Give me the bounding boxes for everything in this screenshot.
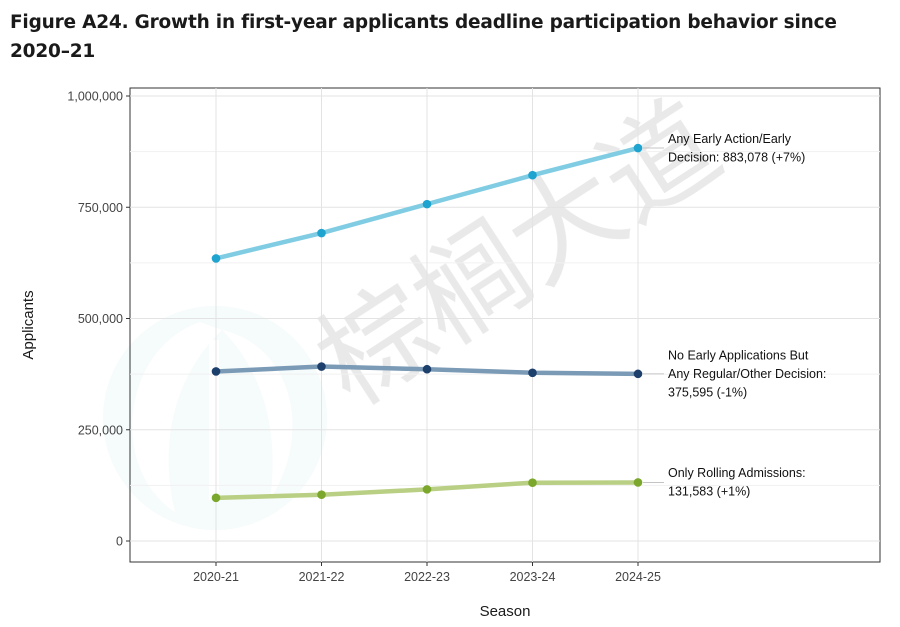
series-label-line: Decision: 883,078 (+7%) <box>668 150 805 164</box>
data-point <box>422 364 432 374</box>
series-3 <box>211 478 643 503</box>
series-label-line: 131,583 (+1%) <box>668 485 750 499</box>
y-tick-label: 1,000,000 <box>67 90 123 104</box>
series-label-line: No Early Applications But <box>668 348 809 362</box>
data-point <box>211 493 221 503</box>
watermark: 棕榈大道 <box>103 78 742 530</box>
x-tick-label: 2023-24 <box>510 570 556 584</box>
x-axis-title: Season <box>480 603 531 620</box>
data-point <box>422 199 432 209</box>
data-point <box>211 254 221 263</box>
x-tick-label: 2022-23 <box>404 570 450 584</box>
data-point <box>317 362 326 371</box>
series-label: No Early Applications But Any Regular/Oth… <box>668 348 826 399</box>
plot-panel <box>129 87 881 563</box>
series-label-line: Only Rolling Admissions: <box>668 466 806 480</box>
data-point <box>633 478 643 487</box>
y-tick-label: 0 <box>116 535 123 549</box>
y-axis-title: Applicants <box>20 290 37 359</box>
data-point <box>528 478 537 488</box>
palm-leaf-logo-icon <box>103 306 327 530</box>
y-axis: 0 250,000 500,000 750,000 1,000,000 <box>67 90 130 549</box>
data-point <box>528 170 537 180</box>
series-layer <box>211 143 643 503</box>
series-2 <box>211 362 643 379</box>
data-point <box>633 369 643 379</box>
data-point <box>317 490 326 500</box>
data-point <box>422 485 432 494</box>
series-label-line: Any Regular/Other Decision: <box>668 367 826 381</box>
series-label: Only Rolling Admissions: 131,583 (+1%) <box>668 466 806 499</box>
series-1 <box>211 143 643 263</box>
series-label-line: Any Early Action/Early <box>668 132 792 146</box>
data-point <box>528 368 537 378</box>
chart-title: Figure A24. Growth in first-year applica… <box>10 12 837 62</box>
x-tick-label: 2021-22 <box>299 570 345 584</box>
data-point <box>633 143 643 153</box>
y-tick-label: 500,000 <box>78 312 123 326</box>
x-tick-label: 2020-21 <box>193 570 239 584</box>
series-labels: Any Early Action/Early Decision: 883,078 … <box>643 132 826 499</box>
data-point <box>211 367 221 376</box>
x-tick-label: 2024-25 <box>615 570 661 584</box>
y-tick-label: 750,000 <box>78 201 123 215</box>
data-point <box>317 228 326 238</box>
series-label-line: 375,595 (-1%) <box>668 385 747 399</box>
series-label: Any Early Action/Early Decision: 883,078 … <box>668 132 805 165</box>
y-tick-label: 250,000 <box>78 423 123 437</box>
x-axis: 2020-21 2021-22 2022-23 2023-24 2024-25 <box>193 562 661 584</box>
